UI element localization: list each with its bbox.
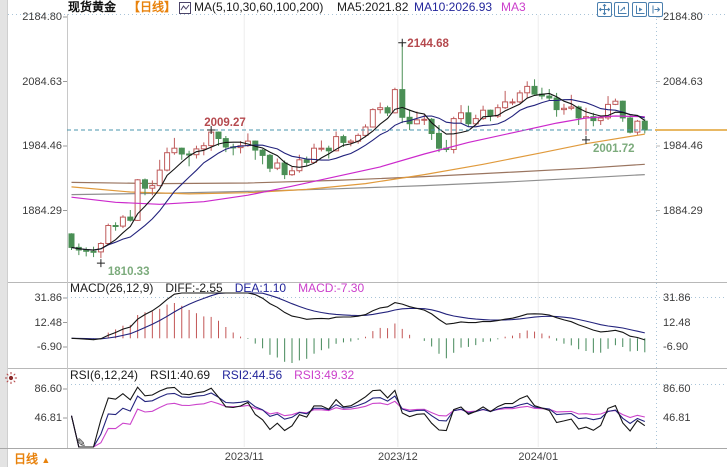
ma10-value: MA10:2026.93 [414,0,493,14]
pan-icon[interactable] [597,2,612,17]
period-tag: 【日线】 [128,0,177,14]
rsi1-value: RSI1:40.69 [150,368,211,382]
axis-label: -6.90 [36,341,62,353]
price-marker-label: 2001.72 [593,143,635,155]
axis-label: 12.48 [663,316,691,329]
macd-value: MACD:-7.30 [298,281,365,295]
period-dropdown-arrow: ▲ [41,455,51,465]
axis-label: 2084.63 [22,75,62,88]
axis-label: 86.60 [34,383,62,395]
axis-label: 2084.63 [663,75,703,88]
ma5-value: MA5:2021.82 [337,0,409,14]
axis-label: 2024/01 [518,451,559,463]
axis-label: 2184.80 [22,11,62,23]
left-gutter [0,0,8,467]
axis-label: 1984.46 [22,140,62,152]
axis-label: 1884.29 [663,204,703,217]
ma-indicator-icon [179,1,191,19]
ma-legend: MA(5,10,30,60,100,200) [194,0,324,14]
axis-label: 46.81 [663,412,691,424]
axis-label: 86.60 [663,383,691,395]
macd-diff-value: DIFF:-2.55 [165,281,223,295]
play-chart-icon[interactable] [632,2,647,17]
scale-axis-icon[interactable] [614,2,629,17]
ma30-value-truncated: MA3 [501,0,526,14]
price-marker-label: 2009.27 [204,117,246,129]
axis-label: 12.48 [34,316,62,329]
axis-label: -6.90 [663,341,689,353]
axis-label: 1884.29 [22,204,62,217]
rsi-name: RSI(6,12,24) [70,368,139,382]
draw-tool-icon[interactable]: ✎ [76,436,87,450]
axis-label: 2023/12 [377,451,418,463]
instrument-title: 现货黄金 [68,0,117,14]
axis-label: 2023/11 [224,451,264,463]
step-forward-icon[interactable] [648,2,663,17]
axis-label: 31.86 [663,292,691,304]
macd-dea-value: DEA:1.10 [234,281,287,295]
price-marker-label: 2144.68 [407,38,449,50]
axis-label: 1984.46 [663,140,703,152]
period-selector[interactable]: 日线 ▲ [14,450,50,467]
rsi-legend: RSI(6,12,24) RSI1:40.69 RSI2:44.56 RSI3:… [70,369,354,382]
indicator-settings-icon[interactable] [4,371,18,390]
period-label: 日线 [14,452,39,466]
axis-label: 46.81 [34,412,62,424]
rsi2-value: RSI2:44.56 [222,368,283,382]
price-marker-label: 1810.33 [108,266,150,278]
rsi3-value: RSI3:49.32 [294,368,355,382]
macd-legend: MACD(26,12,9) DIFF:-2.55 DEA:1.10 MACD:-… [70,282,364,295]
axis-label: 2184.80 [663,11,703,23]
macd-name: MACD(26,12,9) [70,281,154,295]
axis-label: 31.86 [34,292,62,304]
